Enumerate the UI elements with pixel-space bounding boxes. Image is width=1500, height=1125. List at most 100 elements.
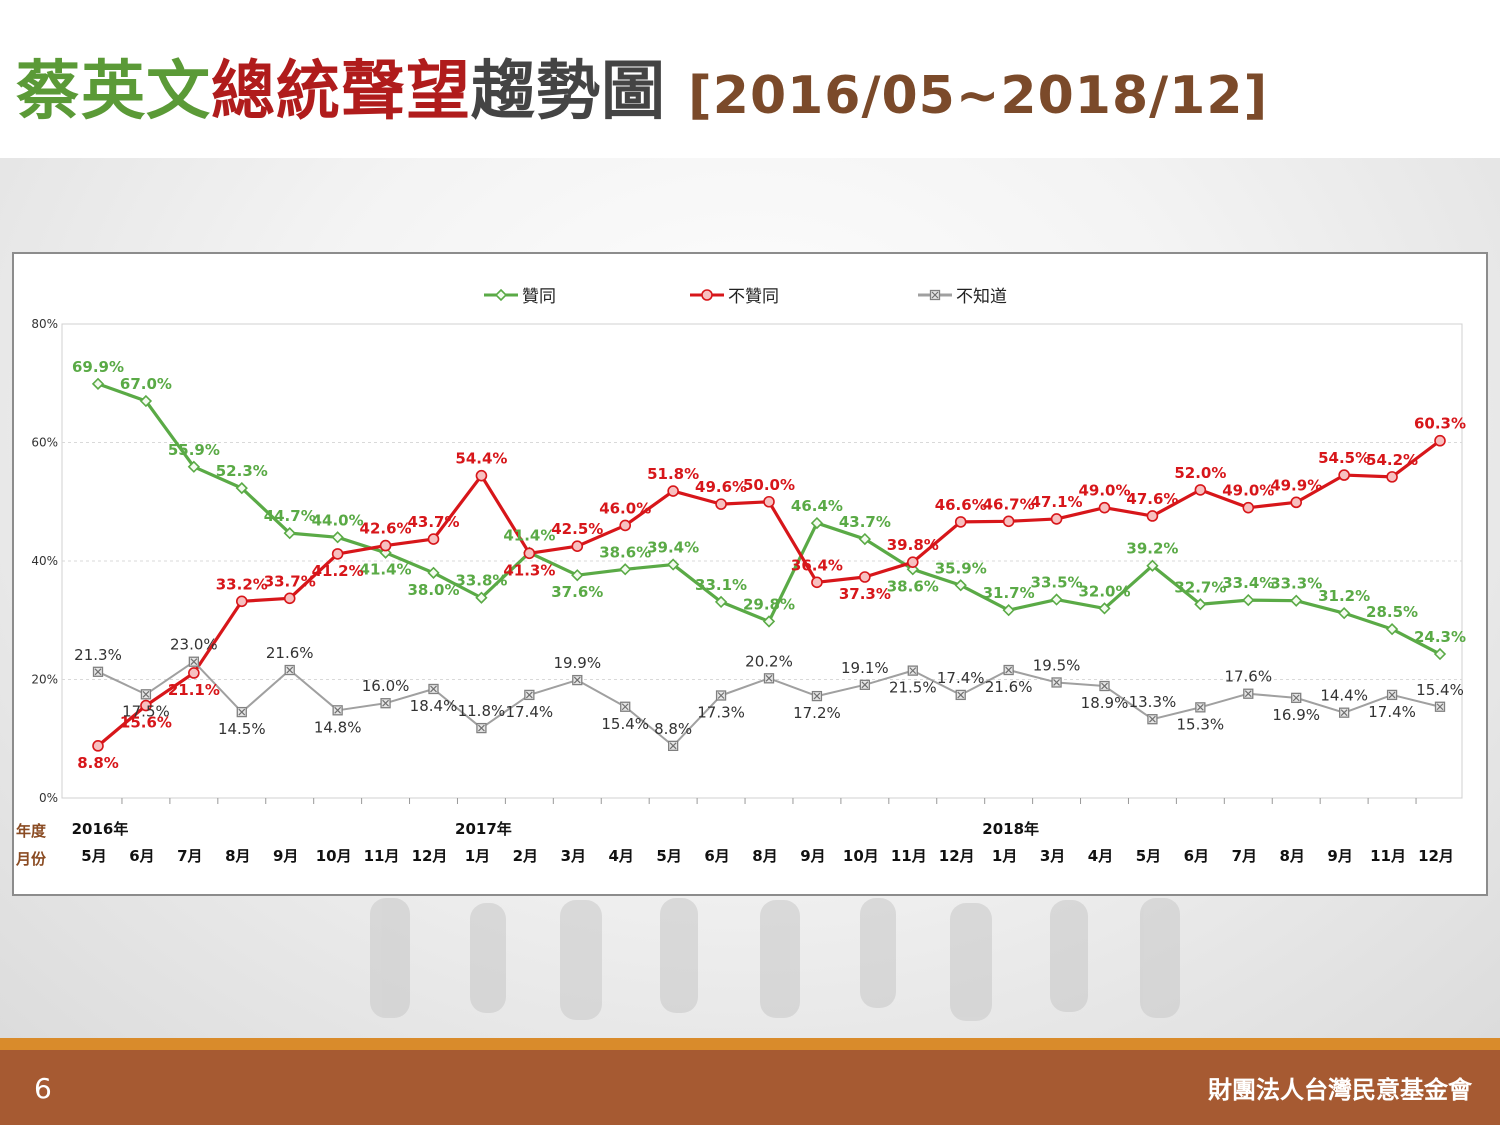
data-label: 17.4% bbox=[937, 669, 985, 687]
data-point-x-cross bbox=[1005, 666, 1013, 674]
data-point-diamond bbox=[1385, 623, 1399, 636]
data-label: 17.6% bbox=[1224, 668, 1272, 686]
data-label: 18.9% bbox=[1081, 694, 1129, 712]
data-point-x-cross bbox=[1196, 703, 1204, 711]
data-label: 41.4% bbox=[503, 527, 555, 545]
y-tick-label: 0% bbox=[39, 791, 58, 805]
data-point-x-cross bbox=[1149, 715, 1156, 723]
data-point-x-cross bbox=[1388, 691, 1396, 699]
month-label: 8月 bbox=[752, 847, 777, 865]
title-part-1: 蔡英文 bbox=[16, 55, 211, 129]
page-number: 6 bbox=[34, 1072, 52, 1105]
data-point-circle bbox=[283, 592, 296, 605]
title-range: [2016/05~2018/12] bbox=[688, 66, 1269, 126]
data-point-diamond bbox=[475, 591, 488, 604]
data-label: 28.5% bbox=[1366, 603, 1418, 621]
year-label: 2016年 bbox=[72, 820, 129, 838]
data-point-diamond bbox=[1290, 594, 1303, 607]
data-point-x-cross bbox=[861, 681, 869, 689]
data-point-diamond bbox=[1146, 559, 1159, 572]
data-label: 16.0% bbox=[362, 677, 410, 695]
month-label: 3月 bbox=[1040, 847, 1065, 865]
data-label: 50.0% bbox=[743, 476, 795, 494]
data-point-circle bbox=[1098, 501, 1111, 514]
data-point-x-cross bbox=[238, 708, 246, 716]
month-label: 3月 bbox=[561, 847, 586, 865]
data-point-diamond bbox=[235, 481, 248, 495]
data-point-circle bbox=[667, 485, 679, 497]
data-point-x-cross bbox=[909, 667, 917, 675]
data-label: 8.8% bbox=[654, 720, 692, 738]
data-point-diamond bbox=[427, 566, 440, 579]
data-label: 21.6% bbox=[985, 678, 1033, 696]
footer-bar bbox=[0, 1050, 1500, 1125]
data-label: 14.8% bbox=[314, 718, 362, 736]
data-label: 21.5% bbox=[889, 679, 937, 697]
data-label: 46.7% bbox=[983, 495, 1035, 513]
data-point-circle bbox=[1386, 471, 1398, 483]
data-point-diamond bbox=[331, 531, 344, 544]
data-label: 69.9% bbox=[72, 358, 124, 376]
data-label: 15.6% bbox=[120, 714, 172, 732]
data-point-x-cross bbox=[621, 703, 629, 711]
data-label: 49.9% bbox=[1270, 476, 1322, 494]
data-label: 17.2% bbox=[793, 704, 841, 722]
data-label: 43.7% bbox=[407, 513, 459, 531]
data-point-circle bbox=[235, 595, 248, 608]
data-label: 33.4% bbox=[1222, 574, 1274, 592]
legend-label: 贊同 bbox=[522, 287, 556, 307]
data-point-diamond bbox=[954, 579, 967, 592]
data-point-circle bbox=[811, 576, 823, 589]
data-point-circle bbox=[1002, 515, 1015, 528]
month-label: 8月 bbox=[1279, 847, 1304, 865]
year-row-label: 年度 bbox=[16, 822, 47, 840]
data-point-circle bbox=[188, 667, 200, 679]
data-point-diamond bbox=[571, 569, 584, 582]
data-label: 38.0% bbox=[407, 581, 459, 599]
data-point-circle bbox=[619, 519, 632, 532]
data-point-x-cross bbox=[1053, 679, 1060, 686]
data-point-circle bbox=[331, 548, 344, 560]
data-point-diamond bbox=[187, 460, 200, 473]
data-point-diamond bbox=[283, 527, 296, 540]
data-point-x-cross bbox=[1436, 703, 1444, 711]
data-label: 42.5% bbox=[551, 520, 603, 538]
month-label: 11月 bbox=[1370, 847, 1406, 865]
data-label: 39.8% bbox=[887, 536, 939, 554]
data-label: 21.3% bbox=[74, 646, 122, 664]
month-label: 12月 bbox=[1418, 847, 1454, 865]
data-label: 41.3% bbox=[503, 561, 555, 579]
data-label: 44.7% bbox=[264, 507, 316, 525]
data-point-diamond bbox=[1338, 607, 1351, 620]
data-label: 39.2% bbox=[1126, 540, 1178, 558]
data-label: 33.2% bbox=[216, 575, 268, 593]
data-label: 31.2% bbox=[1318, 587, 1370, 605]
data-label: 19.5% bbox=[1033, 656, 1081, 674]
data-point-diamond bbox=[714, 595, 728, 609]
data-point-circle bbox=[475, 469, 488, 482]
data-label: 8.8% bbox=[77, 754, 119, 772]
month-label: 9月 bbox=[273, 847, 298, 865]
data-label: 33.7% bbox=[264, 572, 316, 590]
data-label: 52.3% bbox=[216, 462, 268, 480]
data-point-x-cross bbox=[190, 658, 198, 666]
data-point-circle bbox=[523, 547, 536, 560]
page-title: 蔡英文總統聲望趨勢圖 [2016/05~2018/12] bbox=[16, 40, 1268, 132]
y-tick-label: 20% bbox=[31, 673, 58, 687]
year-label: 2018年 bbox=[982, 820, 1039, 838]
data-label: 15.4% bbox=[601, 715, 649, 733]
legend-marker bbox=[494, 288, 508, 302]
data-point-x-cross bbox=[286, 666, 294, 674]
data-label: 32.0% bbox=[1078, 582, 1130, 600]
data-point-x-cross bbox=[813, 692, 821, 700]
title-part-2: 總統聲望 bbox=[211, 55, 471, 129]
month-label: 9月 bbox=[800, 847, 825, 865]
legend-marker bbox=[701, 289, 713, 301]
legend-label: 不知道 bbox=[956, 287, 1007, 307]
data-label: 17.5% bbox=[122, 702, 170, 720]
data-label: 46.4% bbox=[791, 497, 843, 515]
month-row-label: 月份 bbox=[15, 850, 47, 868]
data-label: 29.8% bbox=[743, 595, 795, 613]
month-label: 6月 bbox=[129, 847, 154, 865]
